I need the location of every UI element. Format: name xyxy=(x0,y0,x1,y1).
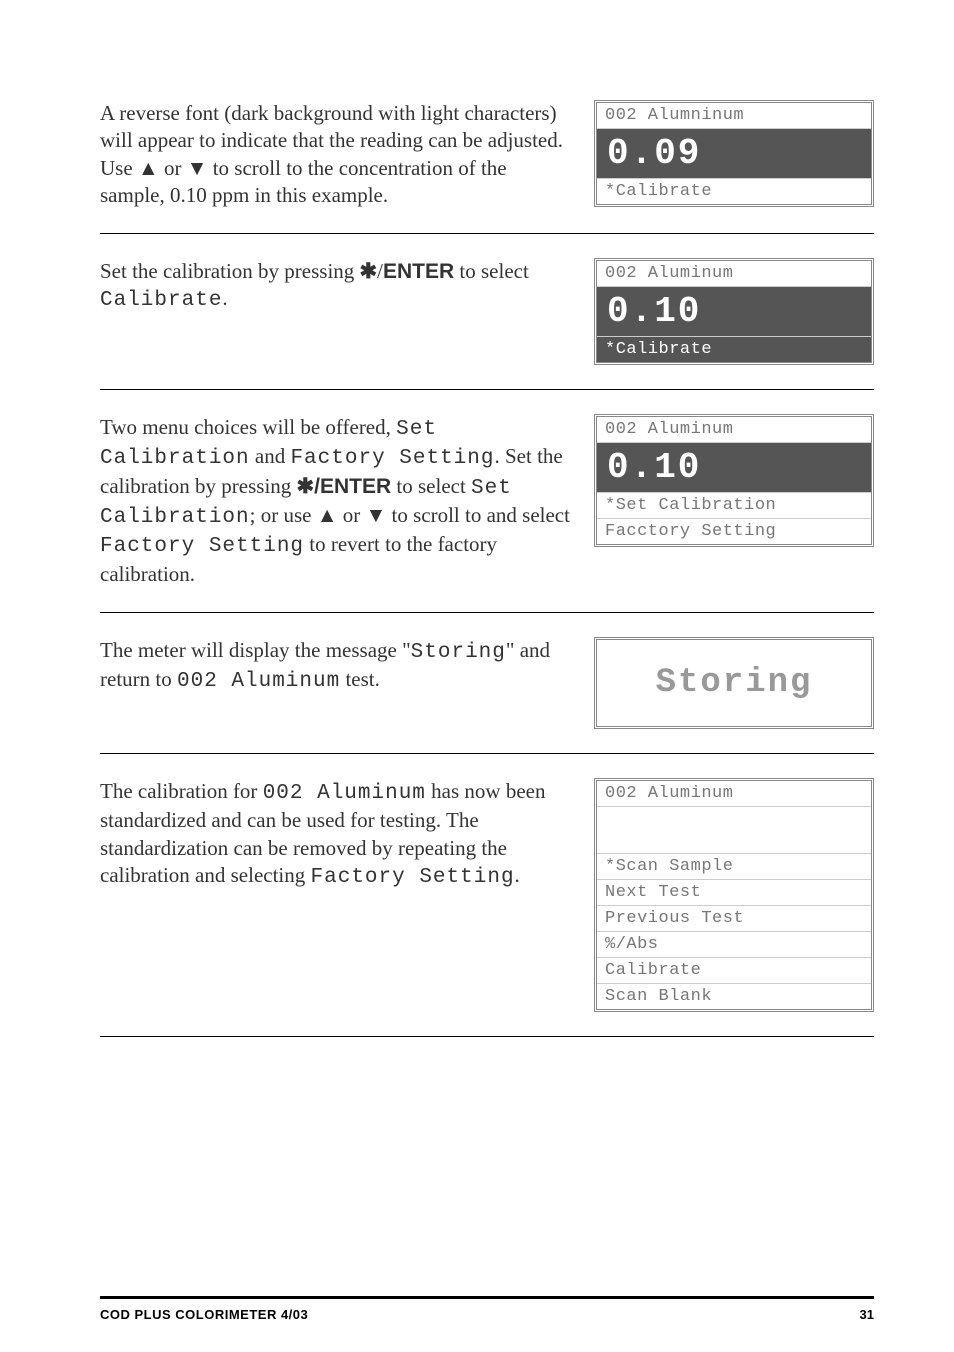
lcd-value: 0.09 xyxy=(597,129,871,179)
page-number: 31 xyxy=(860,1307,874,1322)
lcd-menu-item: *Calibrate xyxy=(597,337,871,362)
section-reverse-font: A reverse font (dark background with lig… xyxy=(100,80,874,234)
lcd-menu-item: *Calibrate xyxy=(597,179,871,204)
lcd-display: Storing xyxy=(594,637,874,729)
lcd-display: 002 Aluminum 0.10 *Set Calibration Facct… xyxy=(594,414,874,588)
lcd-menu-item: *Set Calibration xyxy=(597,493,871,519)
section-set-calibration: Set the calibration by pressing ✱/ENTER … xyxy=(100,234,874,390)
lcd-menu-item: Scan Blank xyxy=(597,984,871,1009)
lcd-display: 002 Alumninum 0.09 *Calibrate xyxy=(594,100,874,209)
paragraph: Two menu choices will be offered, Set Ca… xyxy=(100,414,574,588)
paragraph: The calibration for 002 Aluminum has now… xyxy=(100,778,574,1012)
lcd-value: 0.10 xyxy=(597,287,871,337)
lcd-display: 002 Aluminum *Scan Sample Next Test Prev… xyxy=(594,778,874,1012)
paragraph: Set the calibration by pressing ✱/ENTER … xyxy=(100,258,574,365)
page: A reverse font (dark background with lig… xyxy=(0,0,954,1352)
lcd-message: Storing xyxy=(597,640,871,726)
lcd-value: 0.10 xyxy=(597,443,871,493)
lcd-header: 002 Aluminum xyxy=(597,261,871,287)
paragraph: A reverse font (dark background with lig… xyxy=(100,100,574,209)
lcd-header: 002 Alumninum xyxy=(597,103,871,129)
lcd-blank xyxy=(597,807,871,854)
lcd-header: 002 Aluminum xyxy=(597,781,871,807)
footer: COD PLUS COLORIMETER 4/03 31 xyxy=(100,1296,874,1322)
lcd-menu-item: Facctory Setting xyxy=(597,519,871,544)
section-standardized: The calibration for 002 Aluminum has now… xyxy=(100,754,874,1037)
section-storing: The meter will display the message "Stor… xyxy=(100,613,874,754)
footer-title: COD PLUS COLORIMETER 4/03 xyxy=(100,1307,308,1322)
lcd-header: 002 Aluminum xyxy=(597,417,871,443)
lcd-menu-item: *Scan Sample xyxy=(597,854,871,880)
lcd-menu-item: Calibrate xyxy=(597,958,871,984)
paragraph: The meter will display the message "Stor… xyxy=(100,637,574,729)
lcd-menu-item: Next Test xyxy=(597,880,871,906)
lcd-menu-item: Previous Test xyxy=(597,906,871,932)
lcd-menu-item: %/Abs xyxy=(597,932,871,958)
section-two-menu: Two menu choices will be offered, Set Ca… xyxy=(100,390,874,613)
lcd-display: 002 Aluminum 0.10 *Calibrate xyxy=(594,258,874,365)
